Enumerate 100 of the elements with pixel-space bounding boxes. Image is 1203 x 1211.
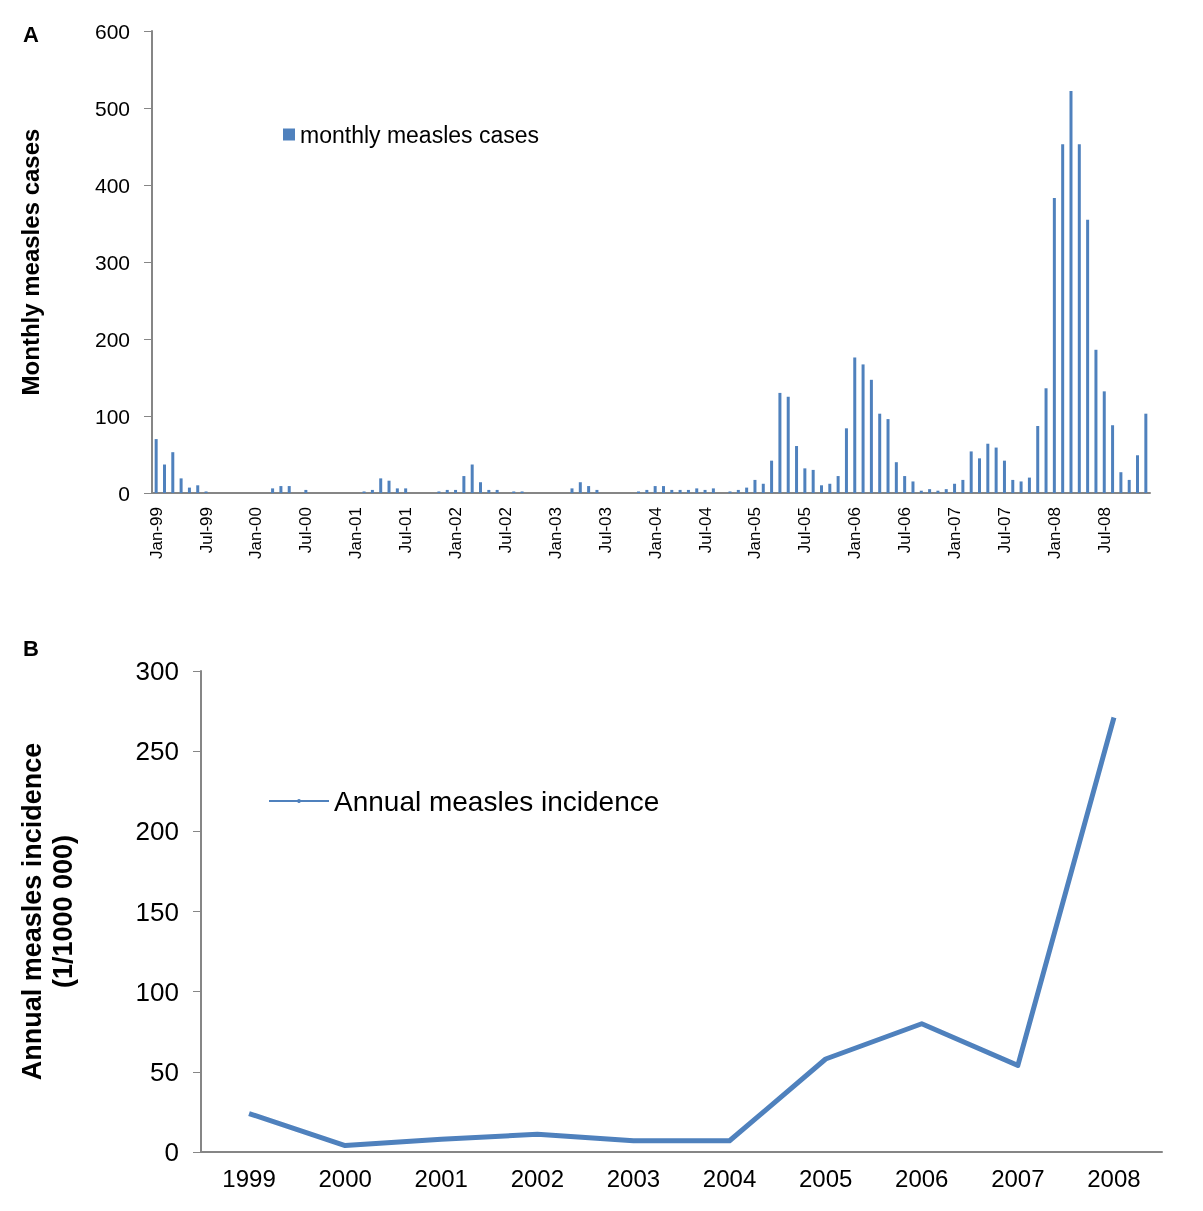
bar (445, 489, 449, 493)
bar (861, 364, 865, 493)
bar (894, 462, 898, 493)
bar (994, 447, 998, 493)
bar (1069, 91, 1073, 493)
y-tick-label: 600 (94, 19, 130, 43)
bar (869, 379, 873, 493)
bar (761, 483, 765, 493)
y-tick-label: 100 (135, 976, 179, 1007)
bar (828, 483, 832, 493)
bar (462, 476, 466, 493)
chart-title: A (23, 21, 39, 47)
bar (703, 489, 707, 493)
bar (836, 476, 840, 493)
x-tick-label: Jul-03 (595, 507, 615, 554)
bar (803, 468, 807, 493)
bar (670, 489, 674, 493)
bar (678, 489, 682, 493)
bar (661, 486, 665, 493)
bar (736, 489, 740, 493)
bar (395, 488, 399, 493)
bar (986, 443, 990, 493)
x-tick-label: Jan-01 (346, 507, 366, 559)
bar (944, 489, 948, 493)
legend-label: Annual measles incidence (334, 785, 660, 817)
bar (578, 482, 582, 493)
bar (271, 488, 275, 493)
x-tick-label: Jul-06 (895, 507, 915, 554)
bar (1019, 481, 1023, 493)
bar (287, 486, 291, 493)
bar (786, 396, 790, 493)
bar (187, 487, 191, 493)
bar (1144, 413, 1148, 493)
bar (370, 489, 374, 493)
y-tick-label: 100 (94, 404, 130, 428)
bar (570, 488, 574, 493)
y-tick-label: 200 (94, 327, 130, 351)
bar (387, 480, 391, 493)
bar (1052, 198, 1056, 493)
y-tick-label: 50 (150, 1056, 179, 1087)
bar (279, 486, 283, 493)
bar (1002, 460, 1006, 493)
bar (1102, 391, 1106, 493)
x-tick-label: Jul-07 (994, 507, 1014, 554)
bar (487, 489, 491, 493)
bar (595, 489, 599, 493)
bar (1011, 479, 1015, 493)
bar (886, 419, 890, 493)
y-axis-title: Monthly measles cases (16, 128, 44, 396)
x-tick-label: Jan-99 (146, 507, 166, 559)
x-tick-label: Jan-08 (1044, 507, 1064, 559)
x-tick-label: 2003 (606, 1164, 661, 1192)
bar (179, 478, 183, 493)
x-tick-label: Jan-06 (845, 507, 865, 559)
bar (587, 486, 591, 493)
bar (711, 488, 715, 493)
bar (1111, 425, 1115, 493)
bar (1127, 479, 1131, 493)
y-tick-label: 500 (94, 96, 130, 120)
x-tick-label: 2001 (414, 1164, 468, 1192)
y-tick-label: 300 (135, 656, 179, 686)
bar (753, 479, 757, 493)
bar (154, 439, 158, 493)
x-tick-label: 2000 (318, 1164, 372, 1192)
x-tick-label: Jan-07 (945, 507, 965, 559)
bar (795, 446, 799, 493)
bar (778, 392, 782, 493)
y-tick-label: 0 (118, 481, 130, 505)
x-tick-label: Jan-00 (246, 507, 266, 559)
bar (304, 489, 308, 493)
bar (196, 485, 200, 493)
x-tick-label: Jul-02 (495, 507, 515, 554)
bar (1036, 426, 1040, 493)
x-tick-label: Jan-03 (545, 507, 565, 559)
bar (1119, 472, 1123, 493)
y-tick-label: 250 (135, 736, 179, 767)
bar (686, 489, 690, 493)
bar (1044, 388, 1048, 493)
bar (844, 428, 848, 493)
x-tick-label: Jan-04 (645, 507, 665, 559)
x-tick-label: Jul-99 (196, 507, 216, 554)
x-tick-label: Jul-08 (1094, 507, 1114, 554)
y-tick-label: 300 (94, 250, 130, 274)
x-tick-label: Jan-05 (745, 507, 765, 559)
y-tick-label: 400 (94, 173, 130, 197)
bar (479, 482, 483, 493)
x-tick-label: 2002 (510, 1164, 565, 1192)
bar (903, 476, 907, 493)
bar (1077, 144, 1081, 493)
bar (961, 479, 965, 493)
bar (653, 486, 657, 493)
x-tick-label: Jul-05 (795, 507, 815, 554)
bar (745, 487, 749, 493)
bar (495, 489, 499, 493)
y-axis-title: Annual measles incidence (1/1000 000) (16, 742, 78, 1081)
x-tick-label: 2006 (895, 1164, 949, 1192)
x-tick-label: 1999 (222, 1164, 276, 1192)
bar (171, 452, 175, 493)
bar (1061, 144, 1065, 493)
bar (379, 478, 383, 493)
